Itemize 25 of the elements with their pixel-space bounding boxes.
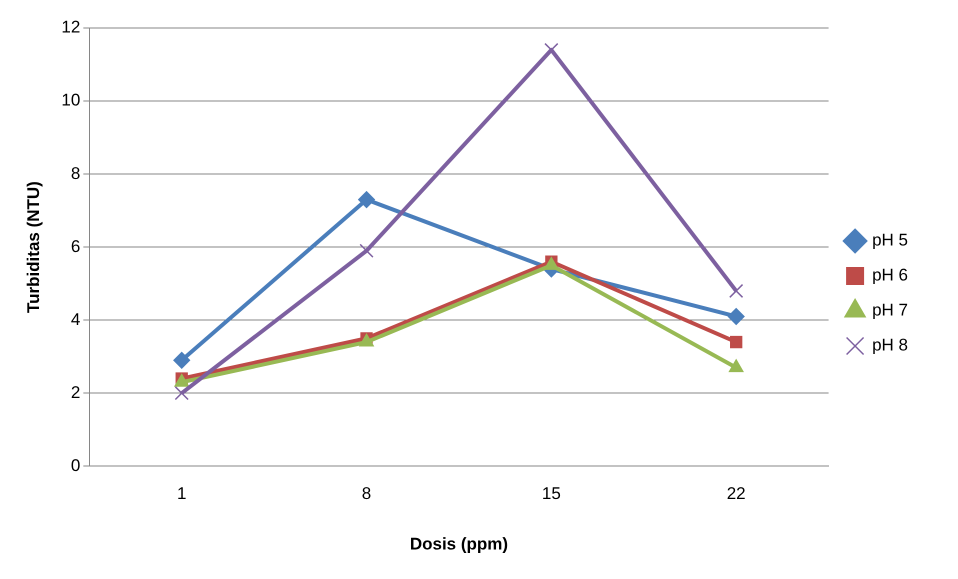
point — [173, 352, 190, 369]
y-tick-label: 8 — [70, 164, 80, 183]
y-tick-label: 2 — [70, 382, 80, 402]
x-tick-label: 1 — [176, 484, 186, 504]
legend-label: pH 6 — [872, 266, 908, 285]
x-tick-label: 22 — [726, 484, 746, 504]
x-axis-title: Dosis (ppm) — [410, 534, 508, 554]
point — [544, 42, 558, 58]
legend-label: pH 5 — [872, 230, 908, 250]
x-tick-label: 8 — [362, 484, 372, 504]
x-tick-label: 15 — [542, 484, 561, 504]
legend-label: pH 8 — [872, 336, 908, 355]
point — [174, 386, 189, 400]
y-tick-label: 12 — [61, 18, 80, 37]
legend-label: pH 7 — [872, 300, 908, 320]
point — [359, 244, 374, 258]
y-tick-label: 0 — [70, 456, 80, 475]
y-tick-label: 4 — [70, 310, 80, 329]
point — [729, 284, 744, 298]
point — [358, 191, 376, 208]
point — [728, 308, 745, 325]
y-tick-label: 6 — [70, 236, 80, 256]
point — [730, 336, 742, 348]
y-tick-label: 10 — [61, 90, 80, 110]
y-axis-title: Turbiditas (NTU) — [24, 181, 43, 314]
